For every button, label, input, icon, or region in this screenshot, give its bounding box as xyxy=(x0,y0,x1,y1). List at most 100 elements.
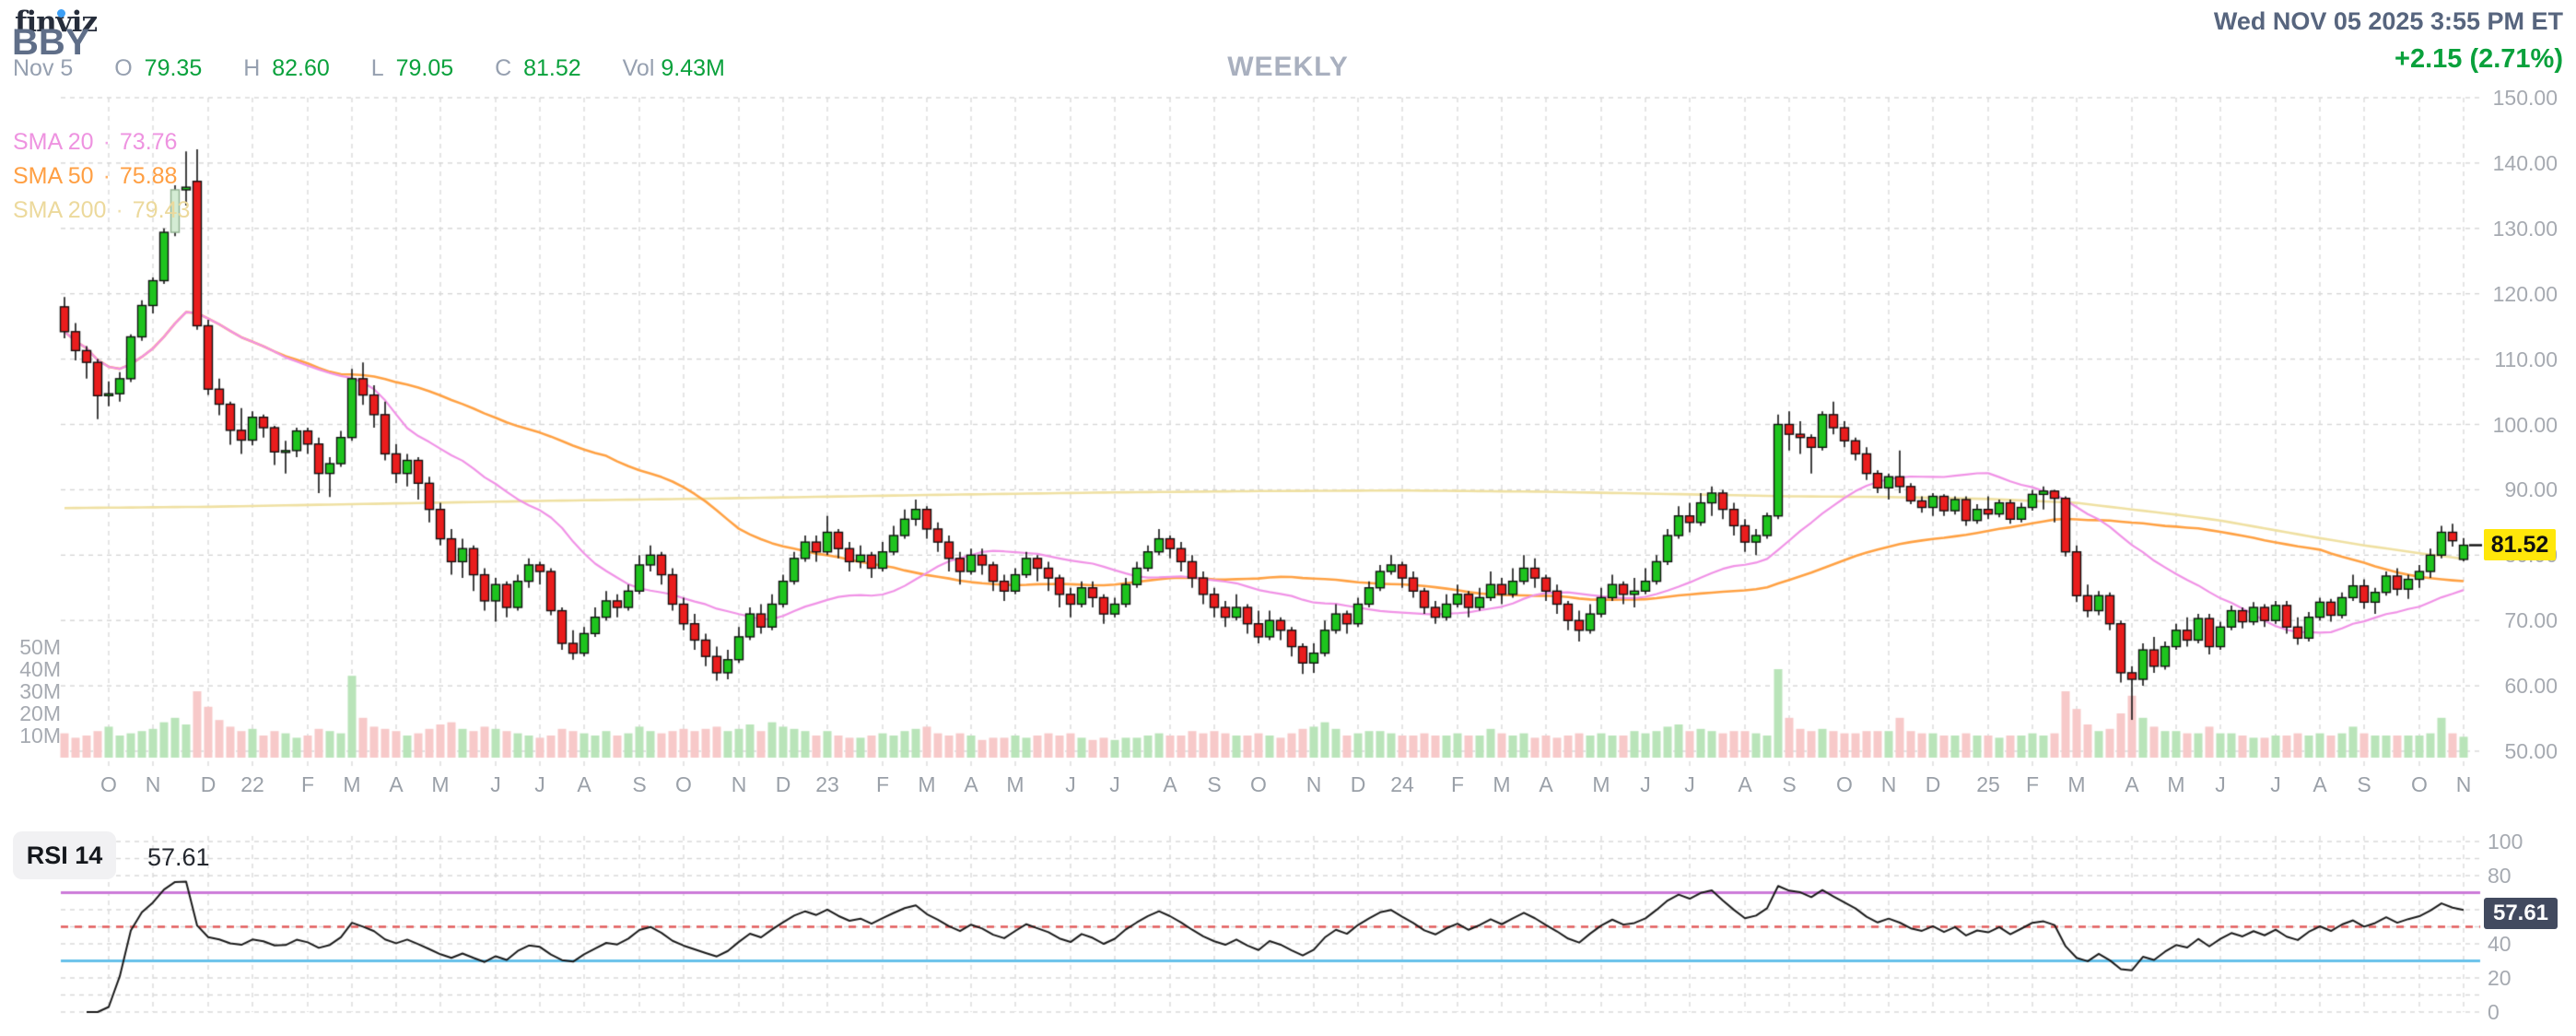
x-axis-month-label: N xyxy=(731,772,747,796)
ticker-symbol: BBY xyxy=(12,22,90,63)
volume-axis-label: 40M xyxy=(19,657,61,681)
x-axis-month-label: J xyxy=(2270,772,2281,796)
x-axis-month-label: M xyxy=(343,772,361,796)
current-price-tag: 81.52 xyxy=(2484,529,2556,560)
x-axis-month-label: J xyxy=(1640,772,1651,796)
sma50-separator: · xyxy=(102,163,111,189)
x-axis-month-label: A xyxy=(2125,772,2139,796)
x-axis-month-label: J xyxy=(1109,772,1120,796)
quote-datetime: Wed NOV 05 2025 3:55 PM ET xyxy=(2213,7,2563,35)
volume-axis-label: 50M xyxy=(19,635,61,659)
sma200-legend: SMA 200 · 79.43 xyxy=(13,197,190,224)
x-axis-month-label: S xyxy=(1207,772,1222,796)
price-axis-label: 60.00 xyxy=(2504,674,2558,699)
sma20-label: SMA 20 xyxy=(13,129,94,155)
price-axis-label: 90.00 xyxy=(2504,477,2558,502)
price-axis-label: 110.00 xyxy=(2494,347,2558,371)
x-axis-month-label: D xyxy=(1350,772,1366,796)
x-axis-month-label: J xyxy=(534,772,545,796)
x-axis-month-label: A xyxy=(964,772,978,796)
x-axis-month-label: M xyxy=(2167,772,2185,796)
sma50-legend: SMA 50 · 75.88 xyxy=(13,163,177,190)
x-axis-month-label: S xyxy=(1782,772,1797,796)
finviz-logo[interactable]: finviz xyxy=(15,6,98,39)
x-axis-month-label: M xyxy=(2067,772,2086,796)
x-axis-month-label: N xyxy=(1880,772,1897,796)
x-axis-month-label: N xyxy=(145,772,161,796)
low-label: L xyxy=(370,55,384,81)
volume-axis-label: 20M xyxy=(19,701,61,725)
sma50-value: 75.88 xyxy=(119,163,178,189)
rsi-indicator-badge[interactable]: RSI 14 xyxy=(13,831,116,879)
x-axis-month-label: O xyxy=(2411,772,2428,796)
price-axis-label: 100.00 xyxy=(2492,412,2558,437)
rsi-axis-label: 100 xyxy=(2488,830,2523,854)
x-axis-month-label: A xyxy=(1539,772,1553,796)
x-axis-month-label: F xyxy=(875,772,890,796)
sma200-value: 79.43 xyxy=(132,197,191,223)
sma20-legend: SMA 20 · 73.76 xyxy=(13,129,177,156)
sma20-separator: · xyxy=(102,129,111,155)
finviz-logo-dot-icon xyxy=(57,9,65,18)
x-axis-month-label: O xyxy=(1836,772,1853,796)
price-axis-label: 140.00 xyxy=(2492,150,2558,175)
volume-axis-label: 10M xyxy=(19,724,61,748)
rsi-axis-label: 0 xyxy=(2488,1000,2500,1024)
x-axis-month-label: M xyxy=(918,772,936,796)
x-axis-month-label: A xyxy=(2313,772,2327,796)
rsi-axis-label: 20 xyxy=(2488,966,2512,990)
x-axis-month-label: D xyxy=(200,772,217,796)
x-axis-month-label: N xyxy=(1306,772,1322,796)
sma20-value: 73.76 xyxy=(119,129,178,155)
x-axis-month-label: A xyxy=(1163,772,1177,796)
volume-label: Vol xyxy=(622,55,655,81)
open-label: O xyxy=(114,55,133,81)
quote-row: Nov 5 O 79.35 H 82.60 L 79.05 C 81.52 Vo… xyxy=(13,55,725,82)
rsi-indicator-value: 57.61 xyxy=(147,843,210,871)
x-axis-month-label: 22 xyxy=(240,772,264,796)
rsi-axis-label: 80 xyxy=(2488,864,2512,888)
x-axis-month-label: F xyxy=(2025,772,2040,796)
volume-axis-label: 30M xyxy=(19,679,61,703)
x-axis-month-label: J xyxy=(490,772,501,796)
x-axis-month-label: M xyxy=(1592,772,1610,796)
x-axis-month-label: D xyxy=(1925,772,1941,796)
sma200-label: SMA 200 xyxy=(13,197,107,223)
x-axis-month-label: O xyxy=(675,772,692,796)
x-axis-month-label: S xyxy=(2357,772,2371,796)
sma50-label: SMA 50 xyxy=(13,163,94,189)
x-axis-month-label: J xyxy=(1065,772,1076,796)
x-axis-month-label: A xyxy=(577,772,591,796)
x-axis-month-label: A xyxy=(1738,772,1752,796)
price-axis-label: 130.00 xyxy=(2492,216,2558,241)
price-axis-label: 120.00 xyxy=(2492,281,2558,306)
x-axis-month-label: 25 xyxy=(1976,772,2000,796)
high-value: 82.60 xyxy=(272,55,330,81)
close-value: 81.52 xyxy=(523,55,581,81)
close-label: C xyxy=(495,55,512,81)
x-axis-month-label: M xyxy=(1493,772,1511,796)
x-axis-month-label: 23 xyxy=(815,772,839,796)
low-value: 79.05 xyxy=(395,55,454,81)
x-axis-month-label: M xyxy=(431,772,450,796)
x-axis-month-label: 24 xyxy=(1390,772,1414,796)
x-axis-month-label: J xyxy=(2215,772,2226,796)
x-axis-month-label: F xyxy=(300,772,315,796)
x-axis-month-label: O xyxy=(100,772,117,796)
x-axis-month-label: D xyxy=(775,772,791,796)
rsi-current-tag: 57.61 xyxy=(2484,898,2558,929)
open-value: 79.35 xyxy=(144,55,203,81)
x-axis-month-label: F xyxy=(1450,772,1465,796)
high-label: H xyxy=(243,55,261,81)
x-axis-month-label: N xyxy=(2455,772,2472,796)
x-axis-month-label: S xyxy=(632,772,647,796)
x-axis-month-label: J xyxy=(1684,772,1695,796)
rsi-axis-label: 40 xyxy=(2488,932,2512,956)
price-change: +2.15 (2.71%) xyxy=(2395,44,2563,74)
volume-value: 9.43M xyxy=(661,55,725,81)
timeframe-title: WEEKLY xyxy=(1227,52,1349,82)
quote-date: Nov 5 xyxy=(13,55,74,81)
price-axis-label: 50.00 xyxy=(2504,739,2558,763)
